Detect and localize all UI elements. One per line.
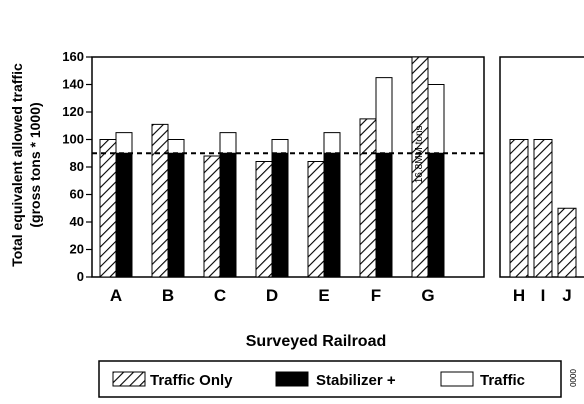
y-axis-ticks: 0 20 40 60 80 100 120 140 160: [62, 49, 92, 284]
y-tick-label: 0: [77, 269, 84, 284]
x-axis-label: Surveyed Railroad: [246, 333, 387, 350]
bar-traffic-only: [557, 207, 577, 278]
category-label: F: [371, 286, 381, 305]
bar-traffic-only: [255, 161, 273, 278]
bar-traffic-only: [99, 139, 117, 278]
bar-stabilizer: [323, 152, 341, 278]
legend-label-stabilizer: Stabilizer +: [316, 372, 396, 389]
bar-traffic-only: [509, 139, 529, 278]
y-axis-label: Total equivalent allowed traffic (gross …: [9, 63, 43, 267]
bar-stabilizer: [115, 152, 133, 278]
bar-traffic-only: [307, 161, 325, 278]
category-label: G: [421, 286, 434, 305]
category-label: J: [562, 286, 571, 305]
y-tick-label: 80: [70, 159, 84, 174]
bar-stabilizer: [271, 152, 289, 278]
bar-traffic-only: [533, 139, 553, 278]
bar-traffic-only: [151, 123, 169, 278]
category-label: E: [318, 286, 329, 305]
y-tick-label: 60: [70, 187, 84, 202]
right-panel-bars: [509, 139, 577, 278]
category-label: D: [266, 286, 278, 305]
y-axis-label-line1: Total equivalent allowed traffic: [9, 63, 25, 267]
y-axis-label-line2: (gross tons * 1000): [27, 102, 43, 227]
category-label: A: [110, 286, 122, 305]
bar-stabilizer: [219, 152, 237, 278]
legend-label-traffic: Traffic: [480, 372, 525, 389]
category-label: H: [513, 286, 525, 305]
y-tick-label: 120: [62, 104, 84, 119]
bar-stabilizer: [375, 152, 393, 278]
bar-traffic-only: [359, 118, 377, 278]
bar-stabilizer: [427, 152, 445, 278]
legend-frame: [98, 360, 562, 398]
y-tick-label: 140: [62, 77, 84, 92]
legend-swatch-traffic-only: [112, 371, 146, 387]
category-label: C: [214, 286, 226, 305]
category-label: B: [162, 286, 174, 305]
y-tick-label: 100: [62, 132, 84, 147]
category-label: I: [541, 286, 546, 305]
left-panel-bars: [99, 56, 445, 278]
annotation-label: 16.8MM tons: [414, 125, 425, 183]
y-tick-label: 160: [62, 49, 84, 64]
bar-traffic-only: [203, 155, 221, 278]
y-tick-label: 20: [70, 242, 84, 257]
legend: Traffic Only Stabilizer + Traffic: [98, 360, 562, 398]
bar-stabilizer: [167, 152, 185, 278]
legend-label-traffic-only: Traffic Only: [150, 372, 233, 389]
side-figure-number: 0000: [569, 369, 578, 387]
y-tick-label: 40: [70, 214, 84, 229]
legend-swatch-traffic: [440, 371, 474, 387]
legend-swatch-stabilizer: [275, 371, 309, 387]
